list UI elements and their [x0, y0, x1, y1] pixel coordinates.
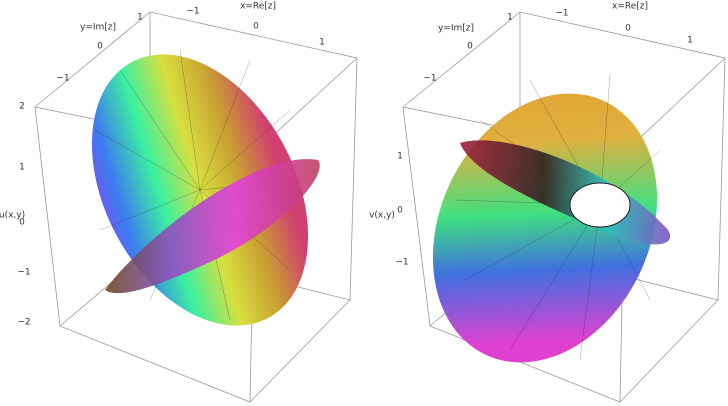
y-tick-label: −1: [56, 74, 69, 84]
y-axis-label: y=Im[z]: [438, 24, 474, 34]
x-tick-label: 1: [687, 36, 693, 46]
y-tick-label: 0: [97, 42, 103, 52]
right-panel: x=Re[z] −1 0 1 y=Im[z] 1 0 −1 v(x,y) 1 0…: [369, 2, 726, 403]
x-axis-label: x=Re[z]: [240, 2, 276, 12]
z-axis-label: v(x,y): [369, 211, 395, 221]
z-tick-label: 2: [19, 102, 25, 112]
z-tick-label: 0: [19, 218, 25, 228]
y-tick-label: 1: [137, 13, 143, 23]
y-axis-label: y=Im[z]: [80, 23, 116, 33]
x-tick-label: 0: [625, 24, 631, 34]
x-tick-label: −1: [186, 7, 199, 17]
z-tick-label: −1: [17, 268, 30, 278]
y-tick-label: −1: [423, 74, 436, 84]
z-tick-label: −1: [395, 258, 408, 268]
x-tick-label: 1: [319, 38, 325, 48]
surface-hole: [569, 182, 631, 228]
z-axis-label: u(x,y): [0, 211, 25, 221]
y-tick-label: 1: [507, 13, 513, 23]
bounding-box: [402, 11, 726, 403]
y-tick-label: 0: [467, 42, 473, 52]
left-panel: x=Re[z] −1 0 1 y=Im[z] 1 0 −1 u(x,y) 2 1…: [0, 2, 358, 403]
x-tick-label: 0: [253, 22, 259, 32]
z-tick-label: −2: [17, 318, 30, 328]
z-tick-label: 1: [19, 163, 25, 173]
z-tick-label: 1: [397, 152, 403, 162]
surface-sheet: [105, 159, 320, 294]
x-tick-label: −1: [555, 9, 568, 19]
bounding-box: [34, 11, 358, 403]
x-axis-label: x=Re[z]: [612, 2, 648, 12]
z-tick-label: 0: [397, 206, 403, 216]
